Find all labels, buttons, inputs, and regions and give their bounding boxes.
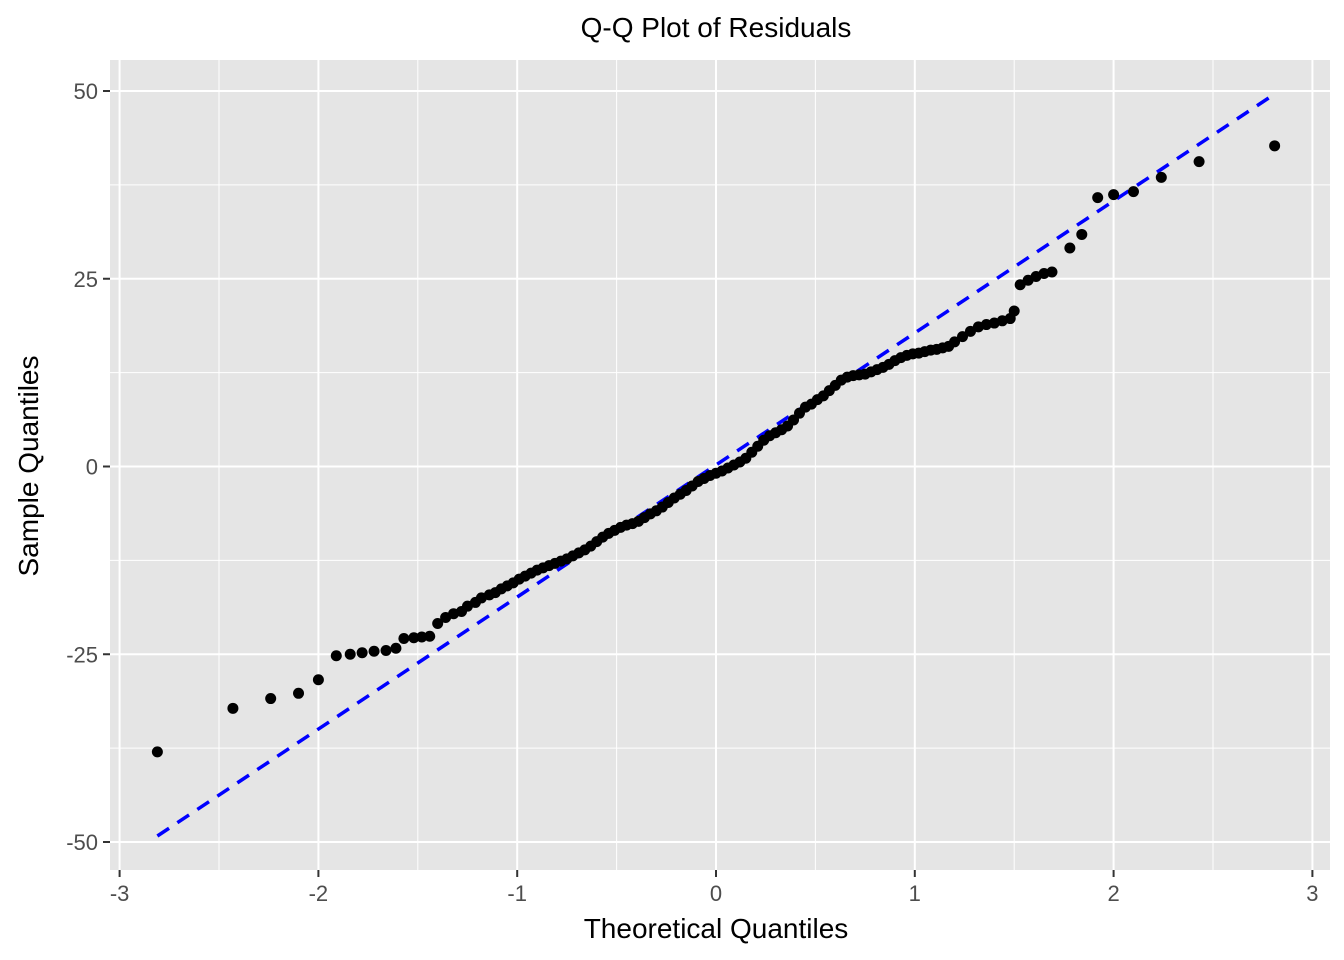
data-point <box>1269 140 1281 152</box>
data-point <box>368 645 380 657</box>
data-point <box>330 650 342 662</box>
plot-panel <box>110 60 1330 870</box>
y-axis-ticks: -50 -25 0 25 50 <box>66 79 110 855</box>
minor-gridlines <box>110 60 1330 870</box>
data-point <box>312 674 324 686</box>
y-tick-label: 50 <box>74 79 98 104</box>
data-point <box>424 630 436 642</box>
x-tick-label: 3 <box>1306 881 1318 906</box>
x-tick-label: 0 <box>710 881 722 906</box>
x-tick-label: 1 <box>909 881 921 906</box>
data-point <box>227 702 239 714</box>
data-point <box>265 693 277 705</box>
data-point <box>408 632 420 644</box>
x-axis-title: Theoretical Quantiles <box>584 913 849 944</box>
y-tick-label: 0 <box>86 455 98 480</box>
data-point <box>1092 192 1104 204</box>
data-point <box>1076 228 1088 240</box>
data-point <box>151 746 163 758</box>
data-point <box>1127 186 1139 198</box>
y-tick-label: 25 <box>74 267 98 292</box>
x-tick-label: 2 <box>1107 881 1119 906</box>
data-point <box>293 687 305 699</box>
y-tick-label: -25 <box>66 642 98 667</box>
data-point <box>344 648 356 660</box>
x-axis-ticks: -3 -2 -1 0 1 2 3 <box>110 870 1319 906</box>
data-point <box>957 331 969 343</box>
data-point <box>1008 305 1020 317</box>
data-point <box>1155 171 1167 183</box>
data-point <box>416 631 428 643</box>
y-tick-label: -50 <box>66 830 98 855</box>
chart-title: Q-Q Plot of Residuals <box>581 12 852 43</box>
data-point <box>398 632 410 644</box>
data-point <box>1064 242 1076 254</box>
y-axis-title: Sample Quantiles <box>13 355 44 576</box>
x-tick-label: -3 <box>110 881 130 906</box>
data-point <box>1108 189 1120 201</box>
data-point <box>380 644 392 656</box>
reference-line-layer <box>156 92 1276 838</box>
data-point <box>1046 266 1058 278</box>
data-point <box>356 647 368 659</box>
data-point <box>390 642 402 654</box>
data-point <box>949 336 961 348</box>
x-tick-label: -2 <box>309 881 329 906</box>
x-tick-label: -1 <box>507 881 527 906</box>
reference-line <box>156 92 1276 838</box>
data-points <box>151 140 1281 758</box>
data-point <box>1193 156 1205 168</box>
major-gridlines <box>110 60 1330 870</box>
data-point <box>432 617 444 629</box>
